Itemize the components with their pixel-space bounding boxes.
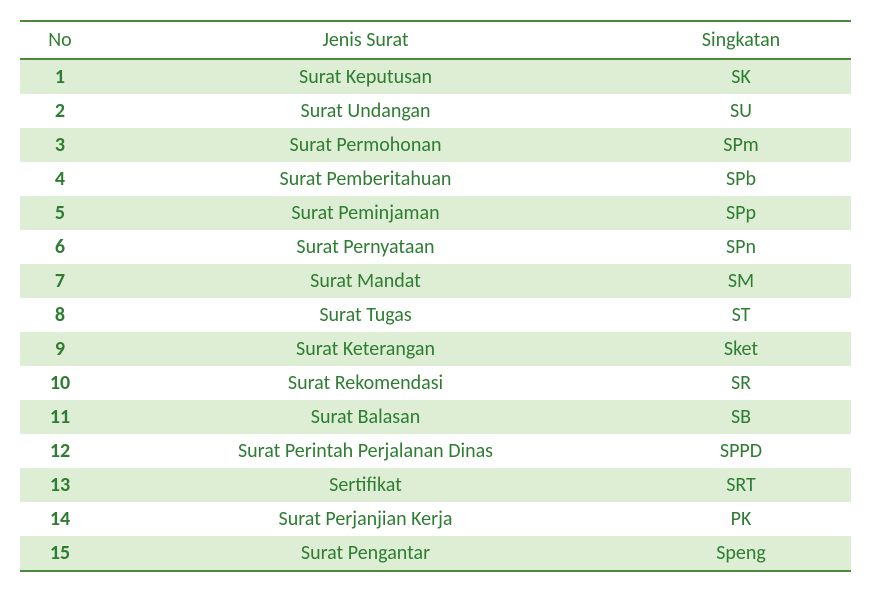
table-row: 5Surat PeminjamanSPp (20, 196, 851, 230)
cell-jenis: Surat Perintah Perjalanan Dinas (100, 434, 631, 468)
cell-singkatan: PK (631, 502, 851, 536)
cell-jenis: Sertifikat (100, 468, 631, 502)
cell-jenis: Surat Pemberitahuan (100, 162, 631, 196)
cell-singkatan: SRT (631, 468, 851, 502)
cell-no: 11 (20, 400, 100, 434)
cell-jenis: Surat Keputusan (100, 59, 631, 94)
cell-jenis: Surat Balasan (100, 400, 631, 434)
cell-jenis: Surat Keterangan (100, 332, 631, 366)
table-row: 14Surat Perjanjian KerjaPK (20, 502, 851, 536)
cell-jenis: Surat Mandat (100, 264, 631, 298)
cell-no: 12 (20, 434, 100, 468)
cell-no: 4 (20, 162, 100, 196)
cell-no: 6 (20, 230, 100, 264)
cell-jenis: Surat Undangan (100, 94, 631, 128)
cell-singkatan: SPb (631, 162, 851, 196)
cell-no: 9 (20, 332, 100, 366)
table-row: 8Surat TugasST (20, 298, 851, 332)
table-row: 6Surat PernyataanSPn (20, 230, 851, 264)
cell-jenis: Surat Rekomendasi (100, 366, 631, 400)
cell-singkatan: SPPD (631, 434, 851, 468)
cell-no: 1 (20, 59, 100, 94)
cell-singkatan: SB (631, 400, 851, 434)
table-row: 4Surat PemberitahuanSPb (20, 162, 851, 196)
cell-jenis: Surat Tugas (100, 298, 631, 332)
cell-no: 14 (20, 502, 100, 536)
cell-singkatan: SK (631, 59, 851, 94)
cell-no: 10 (20, 366, 100, 400)
cell-singkatan: SU (631, 94, 851, 128)
table-body: 1Surat KeputusanSK2Surat UndanganSU3Sura… (20, 59, 851, 571)
table-header: No Jenis Surat Singkatan (20, 21, 851, 59)
cell-jenis: Surat Permohonan (100, 128, 631, 162)
table-row: 13SertifikatSRT (20, 468, 851, 502)
letter-types-table: No Jenis Surat Singkatan 1Surat Keputusa… (20, 20, 851, 572)
cell-jenis: Surat Perjanjian Kerja (100, 502, 631, 536)
letter-types-table-container: No Jenis Surat Singkatan 1Surat Keputusa… (20, 20, 851, 572)
cell-singkatan: ST (631, 298, 851, 332)
cell-jenis: Surat Pernyataan (100, 230, 631, 264)
cell-no: 2 (20, 94, 100, 128)
cell-singkatan: SR (631, 366, 851, 400)
col-header-no: No (20, 21, 100, 59)
table-header-row: No Jenis Surat Singkatan (20, 21, 851, 59)
table-row: 11Surat BalasanSB (20, 400, 851, 434)
cell-singkatan: SPn (631, 230, 851, 264)
cell-no: 8 (20, 298, 100, 332)
col-header-singkatan: Singkatan (631, 21, 851, 59)
cell-no: 3 (20, 128, 100, 162)
col-header-jenis: Jenis Surat (100, 21, 631, 59)
table-row: 7Surat MandatSM (20, 264, 851, 298)
table-row: 1Surat KeputusanSK (20, 59, 851, 94)
cell-singkatan: Sket (631, 332, 851, 366)
table-row: 12Surat Perintah Perjalanan DinasSPPD (20, 434, 851, 468)
cell-no: 13 (20, 468, 100, 502)
table-row: 9Surat KeteranganSket (20, 332, 851, 366)
table-row: 3Surat PermohonanSPm (20, 128, 851, 162)
table-row: 2Surat UndanganSU (20, 94, 851, 128)
cell-singkatan: SM (631, 264, 851, 298)
cell-singkatan: SPp (631, 196, 851, 230)
cell-singkatan: SPm (631, 128, 851, 162)
cell-no: 7 (20, 264, 100, 298)
cell-jenis: Surat Peminjaman (100, 196, 631, 230)
cell-no: 5 (20, 196, 100, 230)
table-row: 10Surat RekomendasiSR (20, 366, 851, 400)
